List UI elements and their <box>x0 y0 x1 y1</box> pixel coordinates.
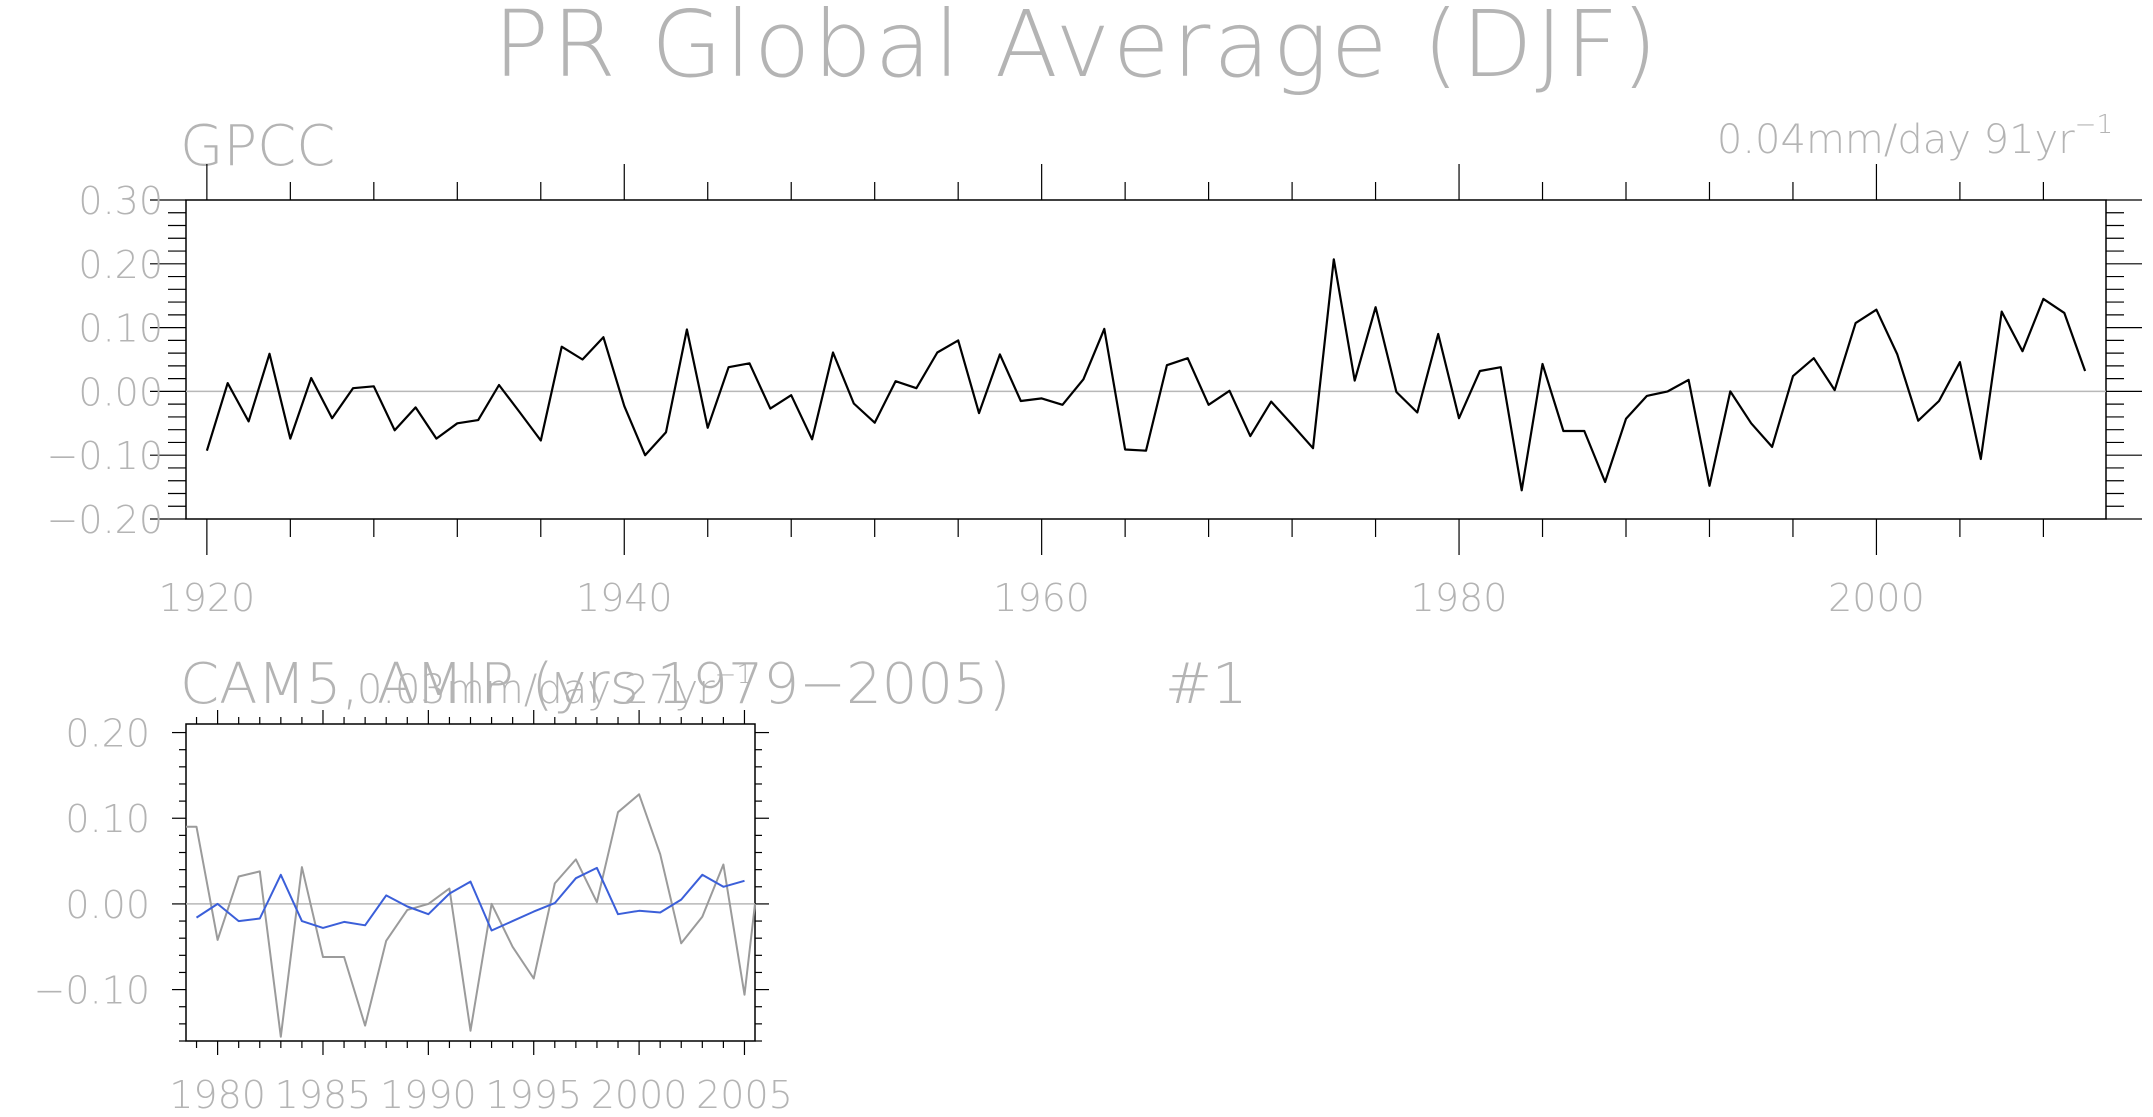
cam5-trend-exponent: −1 <box>715 660 753 690</box>
cam5-panel: CAM5, AMIP (yrs 1979−2005) #1 0.03mm/day… <box>34 652 1248 1117</box>
cam5-x-tick-label: 1990 <box>380 1073 477 1117</box>
gpcc-y-tick-label: 0.30 <box>78 179 163 223</box>
cam5-series-line-1 <box>195 866 745 932</box>
cam5-trend-label: 0.03mm/day 27yr−1 <box>357 660 753 713</box>
gpcc-y-tick-label: −0.20 <box>47 498 163 542</box>
gpcc-series-line-0 <box>205 258 2087 492</box>
cam5-x-tick-label: 1980 <box>169 1073 266 1117</box>
gpcc-y-tick-label: 0.00 <box>78 370 163 414</box>
gpcc-panel-label: GPCC <box>180 114 335 179</box>
cam5-y-tick-label: 0.00 <box>65 883 150 927</box>
cam5-x-tick-label: 1995 <box>485 1073 582 1117</box>
gpcc-y-tick-label: −0.10 <box>47 434 163 478</box>
gpcc-x-tick-label: 1920 <box>159 576 256 620</box>
cam5-trend-text: 0.03mm/day 27yr <box>357 667 715 713</box>
cam5-panel-label: CAM5, AMIP (yrs 1979−2005) <box>180 652 1010 717</box>
gpcc-x-tick-label: 1980 <box>1411 576 1508 620</box>
cam5-x-tick-label: 2005 <box>696 1073 793 1117</box>
cam5-y-tick-label: −0.10 <box>34 969 150 1013</box>
cam5-member-label: #1 <box>1165 652 1248 717</box>
cam5-series-line-0 <box>186 793 756 1038</box>
gpcc-trend-text: 0.04mm/day 91yr <box>1717 117 2075 163</box>
gpcc-x-tick-label: 1960 <box>993 576 1090 620</box>
gpcc-panel: GPCC 0.04mm/day 91yr−1 1920 1940 1960 1980 2… <box>47 110 2142 620</box>
gpcc-x-tick-label: 1940 <box>576 576 673 620</box>
cam5-x-tick-label: 2000 <box>591 1073 688 1117</box>
cam5-x-tick-label: 1985 <box>275 1073 372 1117</box>
cam5-y-tick-label: 0.10 <box>65 797 150 841</box>
figure-title: PR Global Average (DJF) <box>494 0 1661 98</box>
gpcc-trend-exponent: −1 <box>2075 110 2113 140</box>
cam5-y-tick-label: 0.20 <box>65 712 150 756</box>
gpcc-plot-frame <box>185 199 2107 520</box>
gpcc-trend-label: 0.04mm/day 91yr−1 <box>1717 110 2113 163</box>
gpcc-x-tick-label: 2000 <box>1828 576 1925 620</box>
gpcc-y-tick-label: 0.10 <box>78 307 163 351</box>
gpcc-y-tick-label: 0.20 <box>78 243 163 287</box>
